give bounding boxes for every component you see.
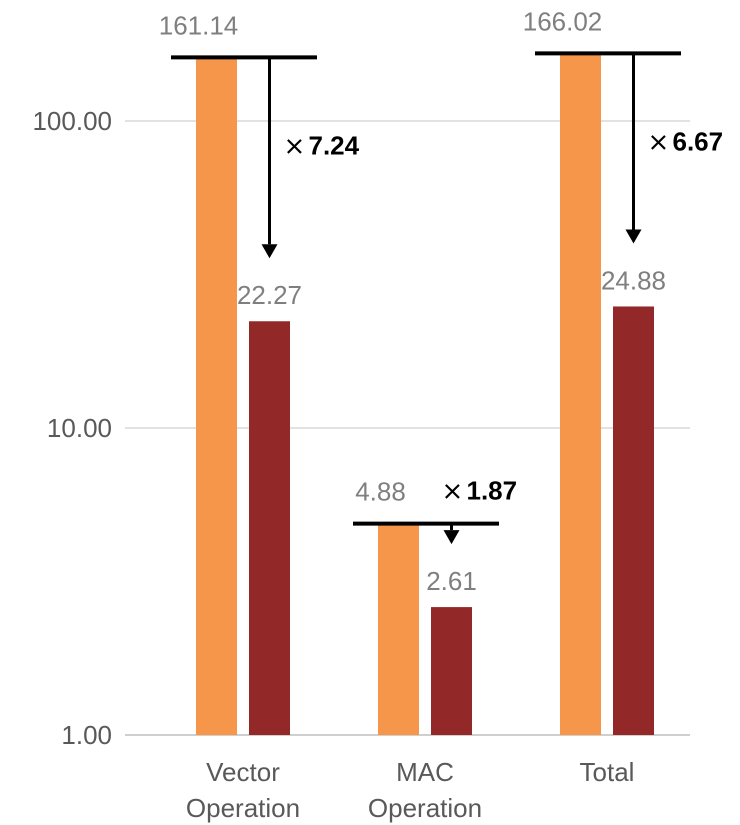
- x-category-label: Total: [580, 757, 635, 787]
- x-category-label: MAC: [396, 757, 454, 787]
- reduction-times-mark: ×: [648, 127, 670, 157]
- reduction-ratio: 7.24: [309, 130, 360, 160]
- data-label: 4.88: [355, 477, 406, 507]
- y-tick-label: 100.00: [32, 106, 112, 136]
- bar-optimized: [431, 607, 472, 735]
- bar-baseline: [560, 53, 601, 735]
- reduction-times-mark: ×: [442, 477, 464, 507]
- reduction-ratio: 6.67: [673, 126, 724, 156]
- reduction-arrow-head: [443, 530, 460, 545]
- reduction-times-mark: ×: [284, 131, 306, 161]
- y-axis-tick-labels: 1.00 10.00 100.00: [32, 106, 112, 750]
- data-labels: 161.14 4.88 166.02 22.27 2.61 24.88: [159, 6, 666, 596]
- data-label: 166.02: [523, 6, 603, 36]
- y-tick-label: 1.00: [61, 720, 112, 750]
- reduction-arrow-head: [261, 244, 278, 259]
- x-axis-category-labels: Vector Operation MAC Operation Total: [186, 757, 635, 823]
- data-label: 24.88: [601, 265, 666, 295]
- bar-optimized: [249, 321, 290, 735]
- reduction-arrow-head: [625, 229, 642, 244]
- bar-optimized: [613, 306, 654, 735]
- bar-baseline: [378, 523, 419, 735]
- reduction-ratio: 1.87: [467, 476, 518, 506]
- y-tick-label: 10.00: [47, 413, 112, 443]
- x-category-label: Operation: [186, 793, 300, 823]
- x-category-label: Vector: [206, 757, 280, 787]
- data-label: 161.14: [159, 10, 239, 40]
- bar-baseline: [196, 57, 237, 736]
- data-label: 2.61: [426, 566, 477, 596]
- x-category-label: Operation: [368, 793, 482, 823]
- reduction-annotations: × 7.24× 1.87× 6.67: [171, 51, 724, 545]
- data-label: 22.27: [237, 280, 302, 310]
- bars: [196, 53, 654, 736]
